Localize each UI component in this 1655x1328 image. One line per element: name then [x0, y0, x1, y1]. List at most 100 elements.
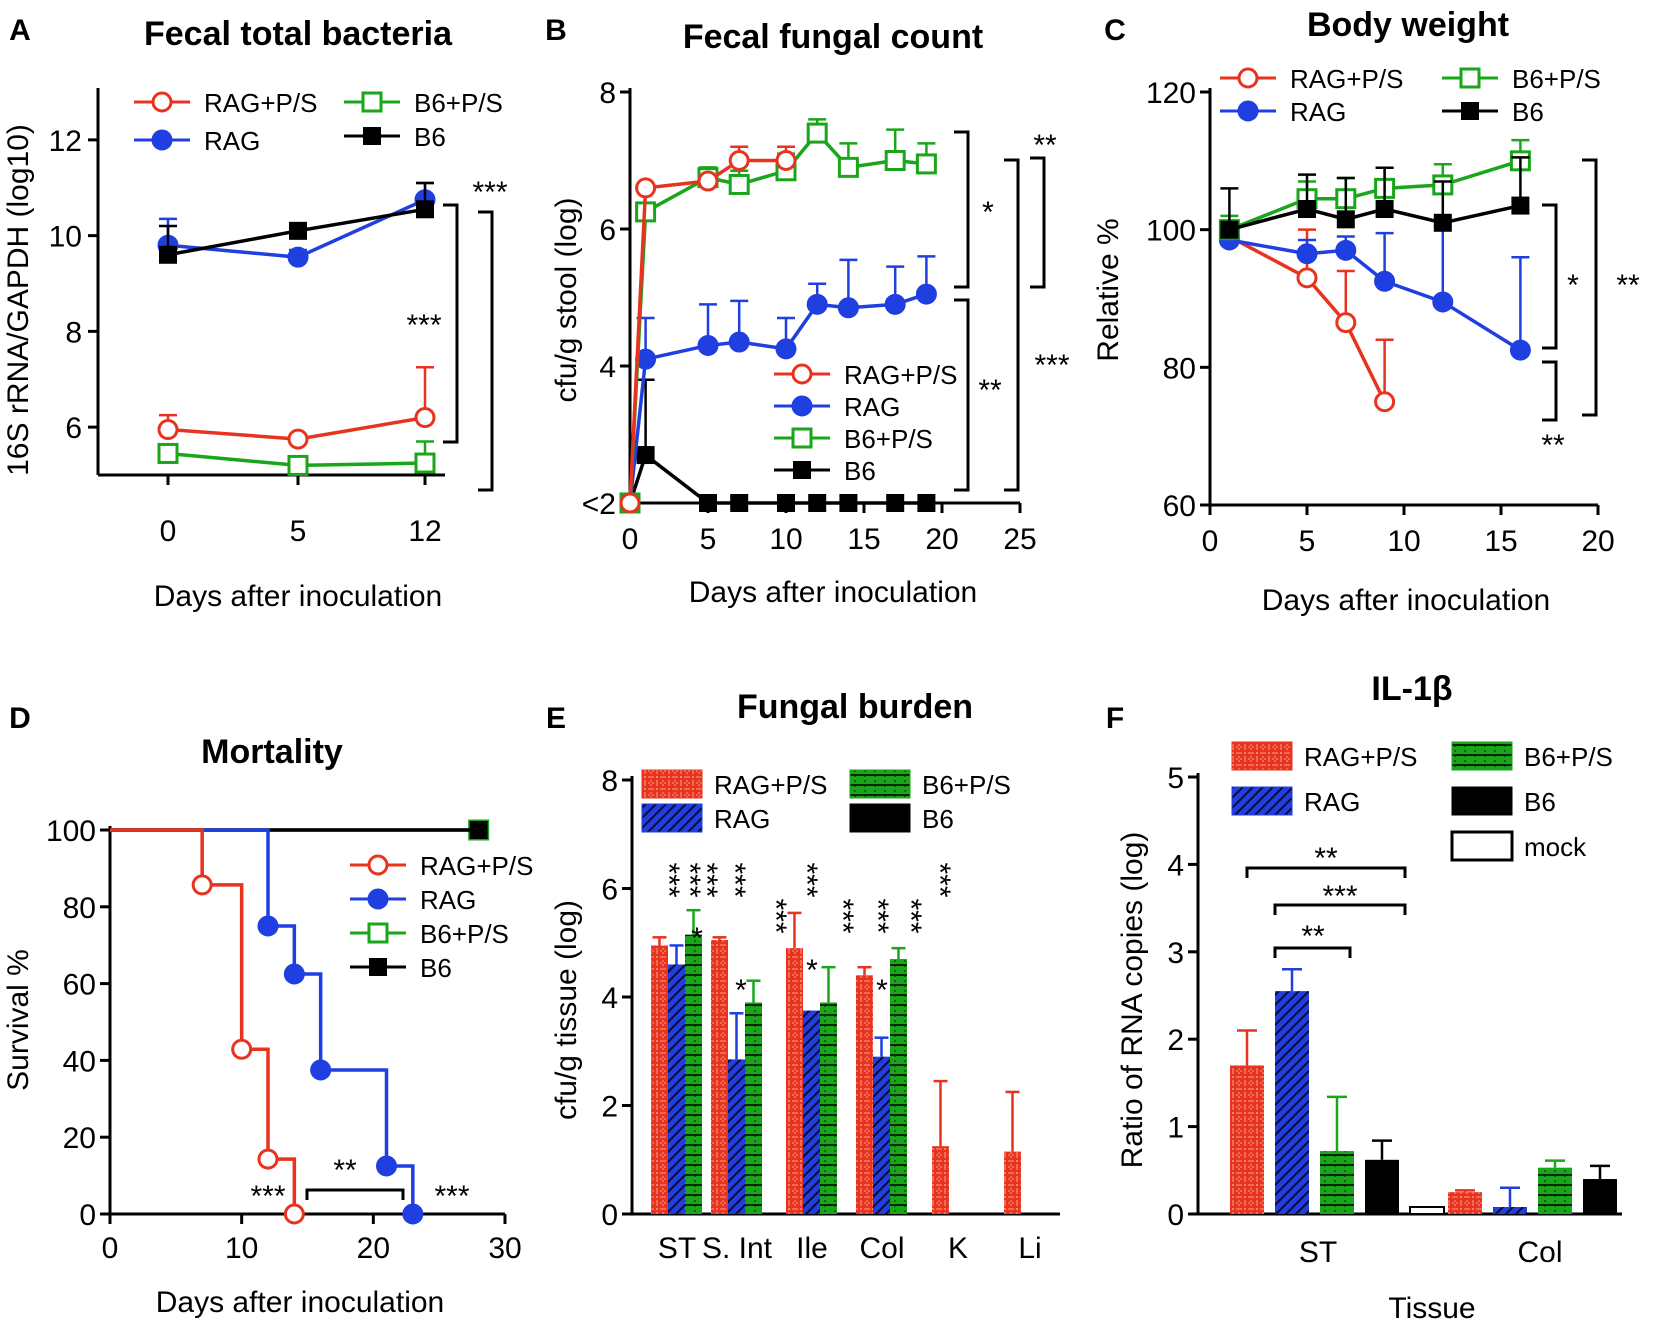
chart-e-bar-s2-c2	[820, 1002, 837, 1214]
chart-c-legend-3-marker	[1461, 102, 1479, 120]
chart-f-legend-0-label: RAG+P/S	[1304, 742, 1417, 772]
chart-c-series-2	[1218, 138, 1531, 241]
chart-e-annot-6: ***	[826, 898, 859, 933]
chart-e-annot-8: ***	[894, 898, 927, 933]
chart-e-ytick-label-0: 0	[601, 1199, 618, 1232]
chart-b-s0-point-3	[728, 150, 750, 171]
chart-e-bar-s0-c2	[786, 948, 803, 1214]
chart-b-legend-1-marker	[791, 395, 813, 417]
chart-d-legend-1: RAG	[350, 885, 476, 915]
chart-f-legend-2-label: B6+P/S	[1524, 742, 1613, 772]
chart-c-ylabel: Relative %	[1092, 218, 1125, 361]
chart-e-annot-text-3: ***	[718, 862, 751, 897]
chart-a-ytick-label-3: 12	[49, 125, 82, 158]
chart-b-bracket-0-path	[954, 130, 970, 289]
chart-f-bracket-2	[1273, 946, 1352, 958]
chart-b-legend-3-label: B6	[844, 456, 876, 486]
chart-a-ylabel: 16S rRNA/GAPDH (log10)	[2, 124, 35, 476]
chart-d-legend-2-label: B6+P/S	[420, 919, 509, 949]
chart-e-ytick-label-3: 6	[601, 874, 618, 907]
chart-f-annot-0: **	[1314, 842, 1338, 875]
chart-a-s0-point-2	[414, 407, 436, 429]
chart-e-xtick-label-4: K	[948, 1232, 968, 1265]
chart-e-annot-13: *	[876, 974, 888, 1007]
chart-a-ytick-label-1: 8	[65, 316, 82, 349]
chart-e-annot-text-4: ***	[759, 898, 792, 933]
chart-c-title: Body weight	[1307, 6, 1509, 44]
chart-a: A Fecal total bacteria 6 8 10 12 0 5 12 Days afte…	[2, 14, 508, 613]
chart-b-s3-point-8	[917, 494, 936, 512]
chart-e-bar-s0-c1	[711, 940, 728, 1214]
chart-d-s1-point-4	[402, 1203, 424, 1225]
chart-f-legend-2-swatch	[1451, 741, 1513, 771]
chart-b-s1-point-8	[915, 283, 937, 305]
chart-b-xtick-label-2: 10	[769, 523, 802, 556]
chart-b-s1-point-5	[806, 293, 828, 315]
chart-e-annot-11: *	[735, 974, 747, 1007]
chart-c-s3-point-3	[1375, 200, 1394, 219]
chart-c-s1-line	[1229, 238, 1522, 352]
chart-c-bracket-1	[1542, 360, 1558, 422]
chart-b-legend-1-label: RAG	[844, 392, 900, 422]
chart-b-ylabel: cfu/g stool (log)	[550, 197, 583, 402]
chart-a-bracket-1	[478, 210, 494, 492]
chart-b: B Fecal fungal count <2 4 6 8 0 5 10 15 20 25 Days a…	[545, 14, 1070, 609]
chart-f-bar-s0-c1	[1448, 1192, 1482, 1214]
chart-b-bracket-0	[954, 130, 970, 289]
chart-f-ytick-label-4: 4	[1167, 849, 1184, 882]
chart-e-annot-text-9: ***	[923, 862, 956, 897]
chart-a-bracket-1-path	[478, 210, 494, 492]
chart-c-legend-0-label: RAG+P/S	[1290, 64, 1403, 94]
chart-a-title: Fecal total bacteria	[144, 15, 453, 53]
chart-c-s1-point-2	[1335, 239, 1357, 261]
chart-a-series-3	[159, 181, 434, 264]
chart-c-bracket-2	[1582, 158, 1598, 417]
chart-e-err-s0-c1	[712, 936, 727, 941]
chart-a-s3-point-2	[416, 200, 434, 219]
chart-e-err-s2-c3	[891, 946, 906, 960]
chart-d-series-0	[110, 828, 305, 1225]
chart-d-annot-1: **	[333, 1154, 357, 1187]
chart-b-s1-point-4	[775, 338, 797, 360]
chart-d-s0-point-2	[257, 1148, 279, 1170]
chart-c-xtick-label-2: 10	[1387, 525, 1420, 558]
chart-f-bracket-1	[1273, 903, 1407, 915]
chart-f: F IL-1β 0 1 2 3 4 5 ST Col Tissue Ratio of RNA copi…	[1106, 670, 1622, 1325]
chart-b-legend-2: B6+P/S	[774, 424, 933, 454]
chart-c-s1-err-4	[1433, 224, 1452, 302]
chart-a-annot-1: ***	[406, 309, 441, 342]
chart-e-bar-s2-c1	[745, 1002, 762, 1214]
chart-c-ytick-label-1: 80	[1163, 352, 1196, 385]
chart-c-legend-3-label: B6	[1512, 97, 1544, 127]
chart-d-legend-2-marker	[367, 922, 389, 944]
chart-b-legend-2-label: B6+P/S	[844, 424, 933, 454]
chart-d-s1-point-2	[310, 1059, 332, 1081]
chart-d-series-1	[110, 828, 424, 1225]
chart-e-legend-3-swatch	[849, 803, 911, 833]
chart-e-title: Fungal burden	[737, 688, 973, 726]
chart-d-ylabel: Survival %	[2, 949, 35, 1091]
chart-d-legend-1-label: RAG	[420, 885, 476, 915]
chart-a-series-0	[157, 366, 436, 450]
chart-f-title: IL-1β	[1371, 670, 1452, 708]
chart-b-legend-3: B6	[774, 456, 876, 486]
chart-c-legend-2-label: B6+P/S	[1512, 64, 1601, 94]
chart-e-err-s0-c4	[933, 1079, 948, 1147]
chart-c-legend-2: B6+P/S	[1442, 64, 1601, 94]
chart-c-s1-point-4	[1432, 291, 1454, 313]
chart-d: D Mortality 0 20 40 60 80 100 0 10 20 30 Days after …	[2, 702, 533, 1319]
chart-a-legend-1: RAG	[134, 126, 260, 156]
chart-b-s3-point-1	[636, 446, 655, 465]
chart-d-annot-0: ***	[250, 1180, 285, 1213]
chart-a-bracket-0	[443, 203, 459, 444]
chart-f-legend-0: RAG+P/S	[1231, 741, 1417, 772]
chart-c-s3-line	[1228, 203, 1521, 232]
chart-f-bar-s0-c0	[1230, 1065, 1264, 1214]
chart-e-err-s1-c0	[669, 944, 684, 965]
chart-c-ytick-label-0: 60	[1163, 490, 1196, 523]
chart-f-legend-1-swatch	[1231, 786, 1293, 816]
chart-a-legend-2-marker	[361, 91, 383, 113]
chart-b-xtick-label-0: 0	[622, 523, 639, 556]
chart-c-annot-0: *	[1567, 269, 1579, 302]
chart-a-bracket-0-path	[443, 203, 459, 444]
